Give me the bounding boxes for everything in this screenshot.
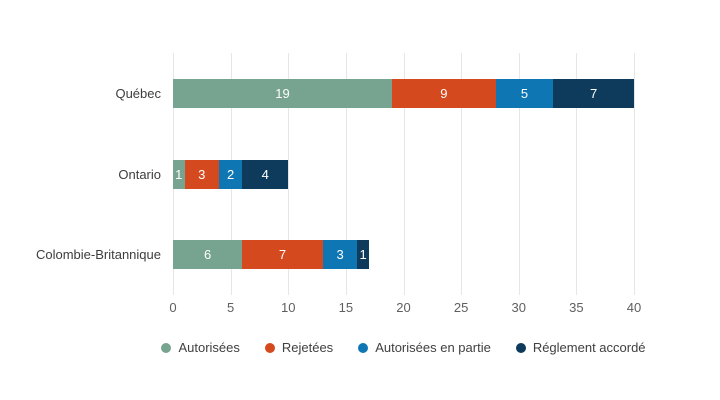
bar-segment: 1 bbox=[173, 159, 185, 189]
bar-segment: 3 bbox=[322, 240, 358, 270]
bar-value-label: 1 bbox=[175, 166, 183, 182]
legend-dot-icon bbox=[515, 342, 526, 353]
gridline bbox=[518, 53, 520, 295]
legend-item: Autorisées bbox=[161, 340, 240, 355]
bar-segment: 1 bbox=[357, 240, 369, 270]
legend-label: Réglement accordé bbox=[532, 340, 646, 355]
x-tick-label: 30 bbox=[511, 300, 526, 315]
x-tick-label: 35 bbox=[569, 300, 584, 315]
x-tick-label: 25 bbox=[453, 300, 469, 315]
bar-row: 19 9 5 7 bbox=[173, 78, 634, 108]
legend-label: Rejetées bbox=[281, 340, 334, 355]
legend-item: Réglement accordé bbox=[515, 340, 646, 355]
legend-dot-icon bbox=[264, 342, 275, 353]
plot-area: 19 9 5 7 1 3 2 4 6 7 3 1 bbox=[173, 53, 635, 295]
bar-segment: 7 bbox=[242, 240, 323, 270]
bar-segment: 5 bbox=[495, 78, 554, 108]
category-label: Colombie-Britannique bbox=[35, 247, 161, 263]
legend-item: Autorisées en partie bbox=[358, 341, 491, 354]
gridline bbox=[576, 53, 578, 295]
bar-value-label: 7 bbox=[278, 247, 287, 263]
gridline bbox=[634, 53, 635, 295]
bar-value-label: 2 bbox=[227, 166, 235, 182]
legend-dot-icon bbox=[358, 342, 369, 353]
bar-value-label: 1 bbox=[359, 247, 367, 263]
bar-value-label: 5 bbox=[520, 85, 529, 101]
x-tick-label: 10 bbox=[281, 300, 296, 315]
x-tick-label: 5 bbox=[227, 300, 235, 315]
legend-label: Autorisées bbox=[178, 340, 240, 355]
gridline bbox=[403, 53, 405, 295]
x-tick-label: 0 bbox=[169, 300, 177, 315]
bar-value-label: 7 bbox=[590, 85, 598, 101]
category-label: Ontario bbox=[118, 166, 161, 182]
bar-value-label: 19 bbox=[275, 85, 290, 101]
category-label: Québec bbox=[115, 85, 161, 101]
bar-segment: 6 bbox=[173, 240, 243, 270]
bar-segment: 7 bbox=[553, 78, 634, 108]
bar-segment: 2 bbox=[219, 159, 243, 189]
x-tick-label: 15 bbox=[338, 300, 354, 315]
legend-dot-icon bbox=[161, 342, 172, 353]
legend: Autorisées Rejetées Autorisées en partie Ré… bbox=[161, 340, 646, 355]
gridline bbox=[288, 53, 290, 295]
bar-segment: 3 bbox=[184, 159, 220, 189]
bar-segment: 9 bbox=[391, 78, 496, 108]
bar-value-label: 4 bbox=[261, 166, 269, 182]
x-tick-label: 20 bbox=[396, 300, 411, 315]
bar-segment: 4 bbox=[242, 159, 289, 189]
bar-segment: 19 bbox=[173, 78, 392, 108]
legend-item: Rejetées bbox=[264, 340, 334, 355]
bar-value-label: 3 bbox=[336, 247, 344, 263]
bar-value-label: 9 bbox=[440, 85, 448, 101]
gridline bbox=[461, 53, 463, 295]
legend-label: Autorisées en partie bbox=[375, 340, 491, 355]
gridline bbox=[345, 53, 347, 295]
bar-value-label: 6 bbox=[203, 247, 212, 263]
bar-value-label: 3 bbox=[198, 166, 206, 182]
x-tick-label: 40 bbox=[626, 300, 642, 315]
